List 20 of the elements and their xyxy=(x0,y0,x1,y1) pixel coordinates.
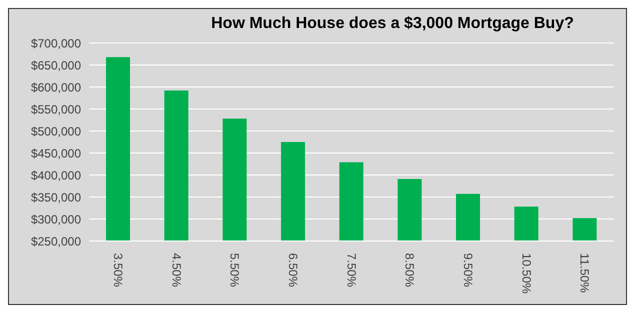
x-tick-label: 3.50% xyxy=(110,253,125,288)
x-tick-label: 10.50% xyxy=(519,253,534,294)
y-tick-label: $600,000 xyxy=(30,80,82,94)
y-tick-label: $700,000 xyxy=(30,36,82,50)
chart-title: How Much House does a $3,000 Mortgage Buy? xyxy=(210,15,575,33)
x-tick-label: 11.50% xyxy=(578,253,592,294)
x-tick-label: 7.50% xyxy=(344,253,358,288)
y-tick-label: $450,000 xyxy=(30,146,82,160)
y-tick-label: $300,000 xyxy=(30,212,82,226)
x-tick-label: 9.50% xyxy=(460,253,475,288)
y-tick-label: $650,000 xyxy=(30,58,82,72)
x-tick-label: 8.50% xyxy=(402,253,417,288)
x-tick-label: 4.50% xyxy=(169,253,184,288)
y-tick-label: $500,000 xyxy=(30,124,82,138)
y-tick-label: $350,000 xyxy=(30,190,82,204)
y-tick-label: $400,000 xyxy=(30,168,82,182)
y-tick-label: $250,000 xyxy=(30,234,82,248)
x-tick-label: 5.50% xyxy=(228,253,242,288)
x-tick-label: 6.50% xyxy=(286,253,300,288)
y-tick-label: $550,000 xyxy=(30,102,82,116)
